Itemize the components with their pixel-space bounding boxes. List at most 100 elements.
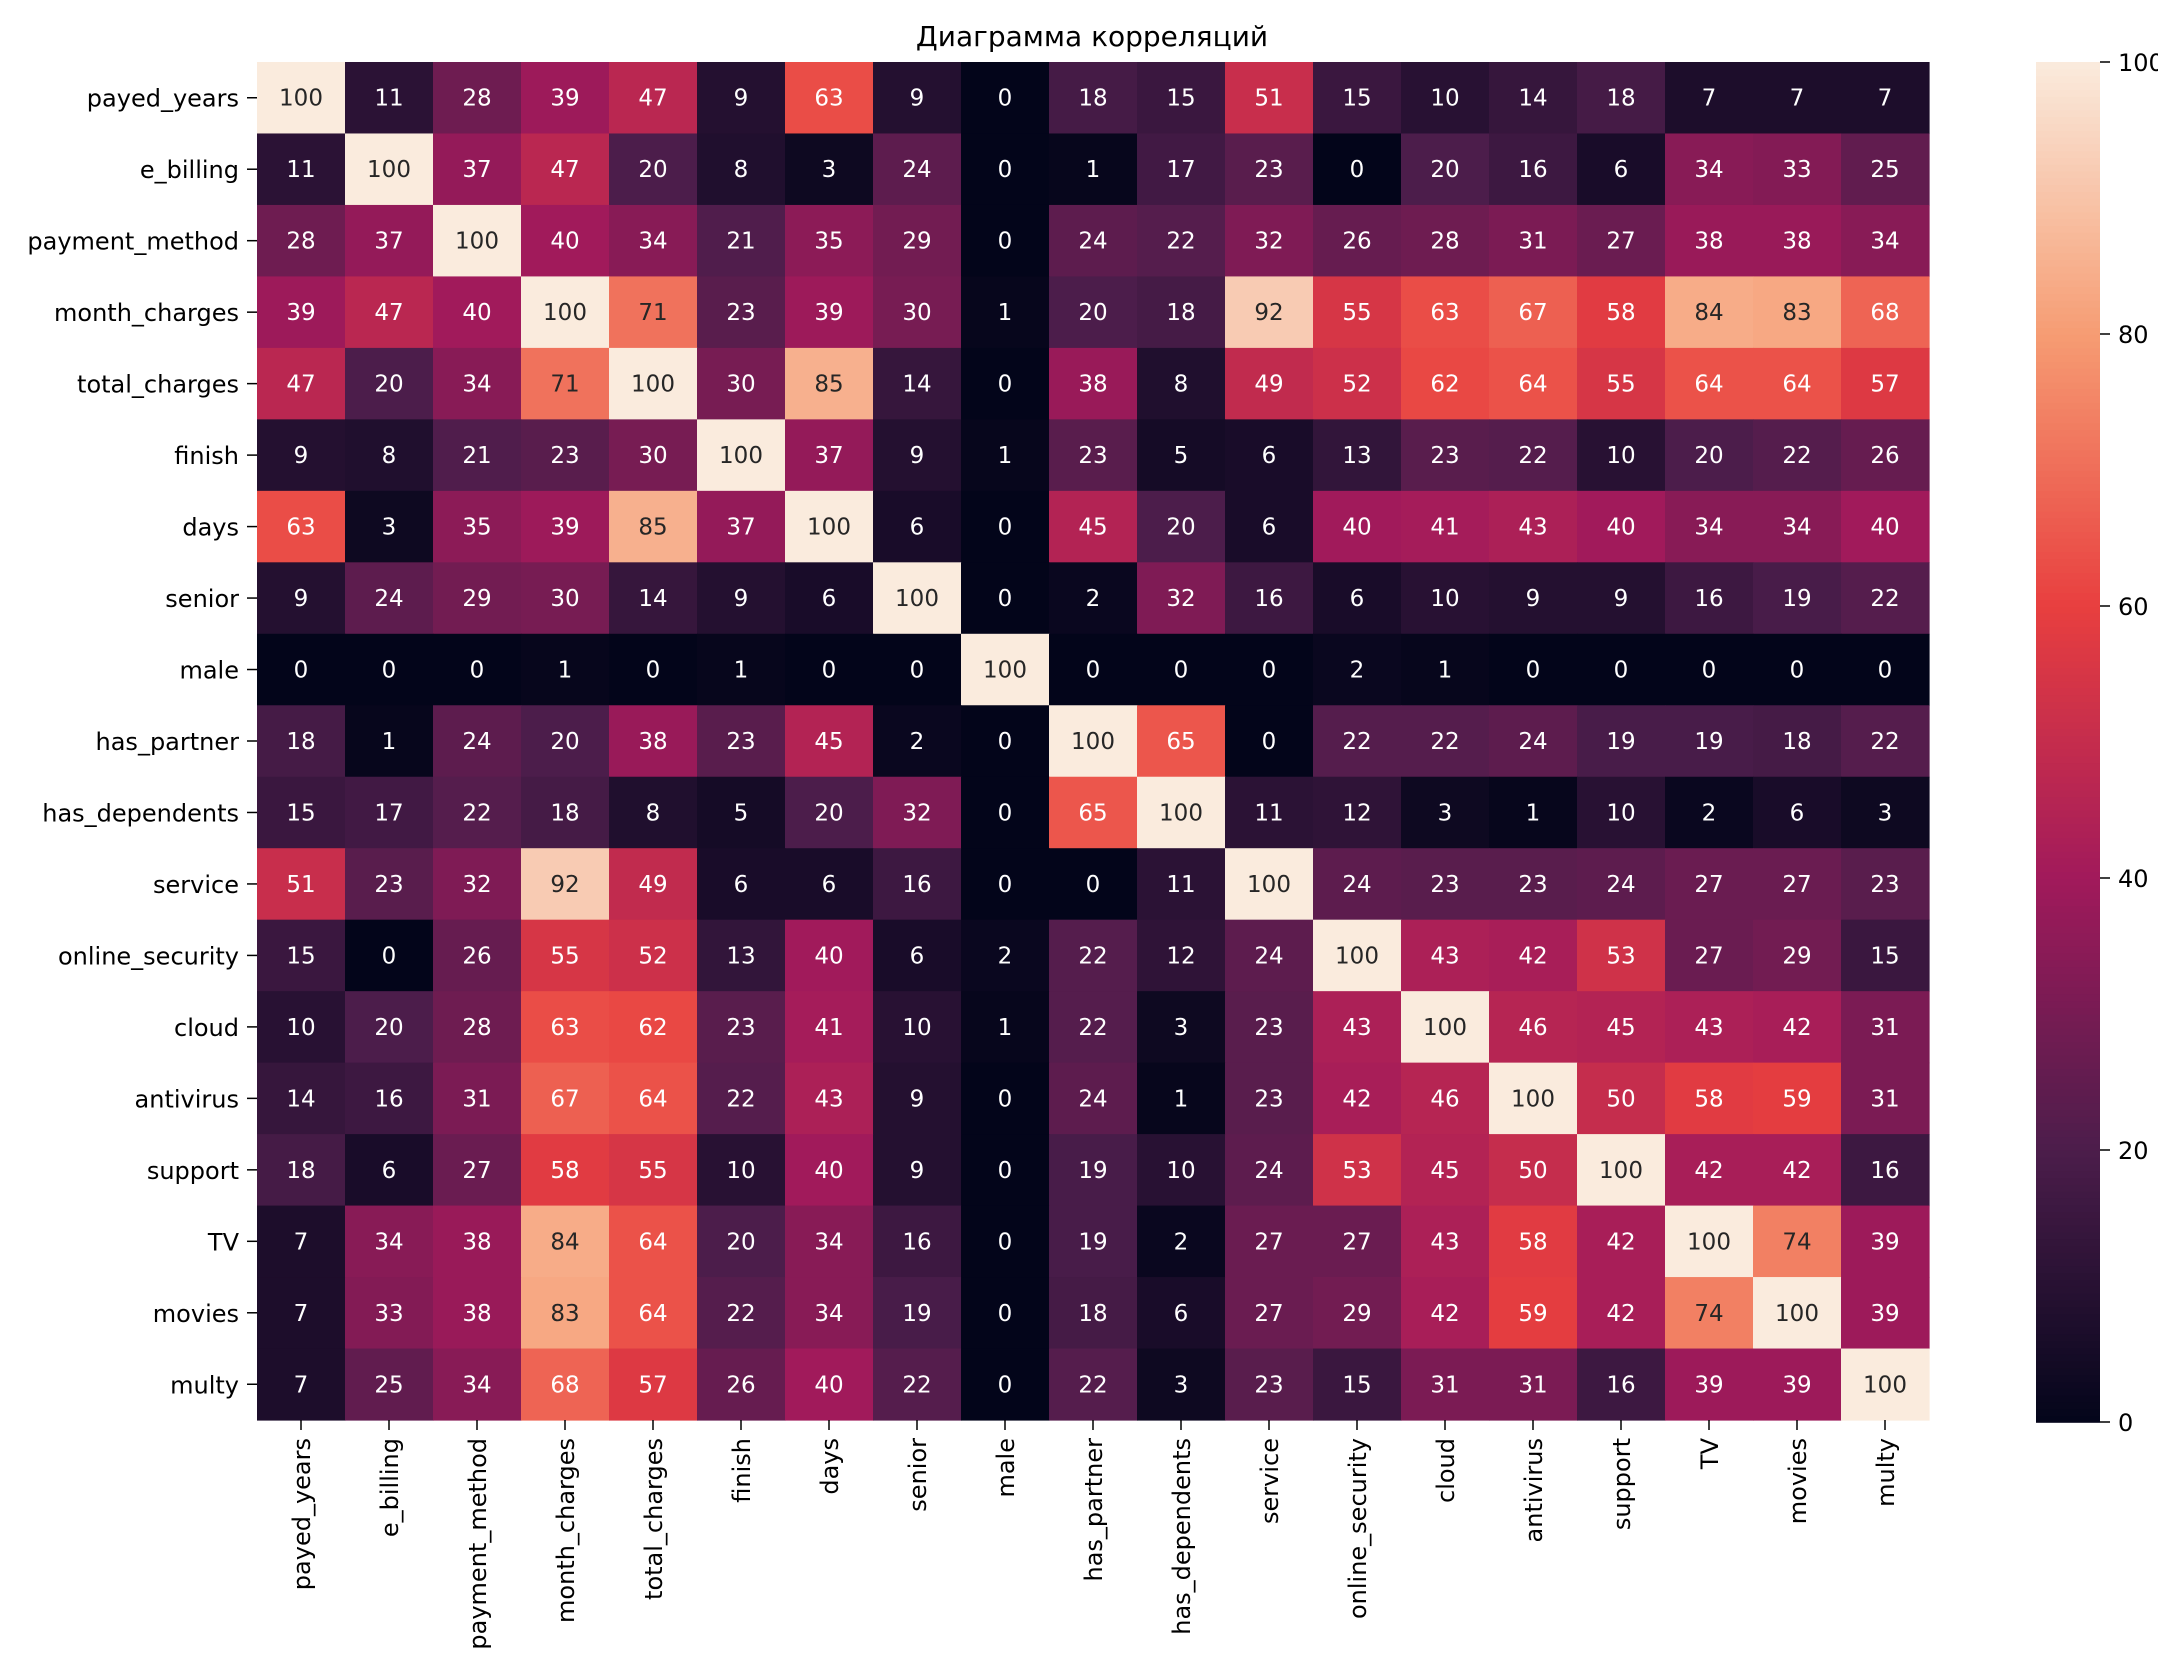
heatmap-cell xyxy=(1577,276,1666,349)
colorbar-segment xyxy=(2036,857,2100,866)
heatmap-cell xyxy=(1137,705,1226,778)
heatmap-cell xyxy=(785,62,874,135)
colorbar-segment xyxy=(2036,510,2100,519)
heatmap-cell xyxy=(1841,848,1930,921)
heatmap-cell xyxy=(257,1348,346,1421)
heatmap-cell xyxy=(1665,419,1754,492)
cell-value-label: 42 xyxy=(1782,1015,1811,1041)
cell-value-label: 49 xyxy=(1254,372,1283,398)
heatmap-cell xyxy=(1841,133,1930,206)
cell-value-label: 3 xyxy=(822,157,837,183)
cell-value-label: 53 xyxy=(1606,943,1635,969)
colorbar-segment xyxy=(2036,932,2100,940)
heatmap-cell xyxy=(1665,1348,1754,1421)
colorbar-segment xyxy=(2036,864,2100,872)
colorbar-segment xyxy=(2036,1184,2100,1192)
y-tick-label: movies xyxy=(153,1300,239,1328)
heatmap-cell xyxy=(785,1348,874,1421)
heatmap-cell xyxy=(521,1348,610,1421)
heatmap-cell xyxy=(1313,633,1402,706)
heatmap-cell xyxy=(1401,62,1490,135)
cell-value-label: 16 xyxy=(902,1229,931,1255)
cell-value-label: 50 xyxy=(1518,1158,1547,1184)
colorbar-segment xyxy=(2036,714,2100,723)
heatmap-cell xyxy=(1137,347,1226,420)
cell-value-label: 0 xyxy=(998,800,1013,826)
cell-value-label: 37 xyxy=(374,229,403,255)
cell-value-label: 10 xyxy=(1606,443,1635,469)
y-tick-label: multy xyxy=(170,1371,239,1399)
cell-value-label: 40 xyxy=(462,300,491,326)
heatmap-cell xyxy=(1137,562,1226,635)
colorbar-segment xyxy=(2036,300,2100,308)
cell-value-label: 40 xyxy=(1606,515,1635,541)
heatmap-cell xyxy=(609,919,698,992)
x-axis-labels: payed_years e_billing payment_method month_… xyxy=(288,1420,1900,1650)
heatmap-cell xyxy=(961,919,1050,992)
cell-value-label: 14 xyxy=(902,372,931,398)
cell-value-label: 83 xyxy=(1782,300,1811,326)
colorbar-segment xyxy=(2036,1367,2100,1376)
heatmap-cell xyxy=(1753,1205,1842,1278)
heatmap-cell xyxy=(697,276,786,349)
heatmap-cell xyxy=(1225,919,1314,992)
cell-value-label: 0 xyxy=(822,658,837,684)
colorbar-segment xyxy=(2036,1116,2100,1124)
heatmap-cell xyxy=(1753,276,1842,349)
cell-value-label: 46 xyxy=(1430,1086,1459,1112)
colorbar-segment xyxy=(2036,1265,2100,1274)
cell-value-label: 43 xyxy=(1342,1015,1371,1041)
heatmap-cell xyxy=(345,848,434,921)
cell-value-label: 26 xyxy=(1342,229,1371,255)
y-tick-label: service xyxy=(153,871,239,899)
cell-value-label: 31 xyxy=(462,1086,491,1112)
heatmap-cell xyxy=(697,991,786,1064)
colorbar-segment xyxy=(2036,272,2100,281)
colorbar-segment xyxy=(2036,483,2100,492)
colorbar-segment xyxy=(2036,531,2100,539)
cell-value-label: 32 xyxy=(902,800,931,826)
x-tick-label: online_security xyxy=(1344,1438,1372,1619)
heatmap-cells: 100 11 28 39 47 9 63 9 0 18 15 51 15 10 14 18 7 7 711 100 37… xyxy=(257,62,1930,1421)
colorbar-tick-label: 80 xyxy=(2118,321,2149,349)
heatmap-cell xyxy=(1313,62,1402,135)
cell-value-label: 50 xyxy=(1606,1086,1635,1112)
cell-value-label: 0 xyxy=(382,658,397,684)
heatmap-cell xyxy=(345,490,434,563)
heatmap-cell xyxy=(1577,1348,1666,1421)
heatmap-cell xyxy=(961,1134,1050,1207)
heatmap-cell xyxy=(1049,490,1138,563)
colorbar-segment xyxy=(2036,701,2100,709)
colorbar-segment xyxy=(2036,1129,2100,1138)
colorbar-segment xyxy=(2036,1190,2100,1199)
cell-value-label: 6 xyxy=(1350,586,1365,612)
heatmap-cell xyxy=(521,419,610,492)
heatmap-cell xyxy=(345,62,434,135)
cell-value-label: 6 xyxy=(1790,800,1805,826)
cell-value-label: 20 xyxy=(374,1015,403,1041)
heatmap-cell xyxy=(609,276,698,349)
cell-value-label: 31 xyxy=(1518,1372,1547,1398)
cell-value-label: 39 xyxy=(1870,1229,1899,1255)
heatmap-cell xyxy=(1577,204,1666,278)
cell-value-label: 21 xyxy=(726,229,755,255)
cell-value-label: 45 xyxy=(1430,1158,1459,1184)
cell-value-label: 17 xyxy=(1166,157,1195,183)
heatmap-cell xyxy=(609,562,698,635)
heatmap-cell xyxy=(1137,991,1226,1064)
heatmap-cell xyxy=(1225,490,1314,563)
heatmap-cell xyxy=(697,419,786,492)
heatmap-cell xyxy=(1137,490,1226,563)
y-tick-label: online_security xyxy=(58,942,239,970)
cell-value-label: 27 xyxy=(1606,229,1635,255)
cell-value-label: 52 xyxy=(638,943,667,969)
cell-value-label: 7 xyxy=(294,1372,309,1398)
cell-value-label: 1 xyxy=(1526,800,1541,826)
heatmap-cell xyxy=(1577,776,1666,849)
heatmap-cell xyxy=(1049,133,1138,206)
y-tick-label: support xyxy=(147,1157,239,1185)
cell-value-label: 1 xyxy=(558,658,573,684)
cell-value-label: 15 xyxy=(1342,1372,1371,1398)
cell-value-label: 41 xyxy=(814,1015,843,1041)
heatmap-cell xyxy=(433,991,522,1064)
